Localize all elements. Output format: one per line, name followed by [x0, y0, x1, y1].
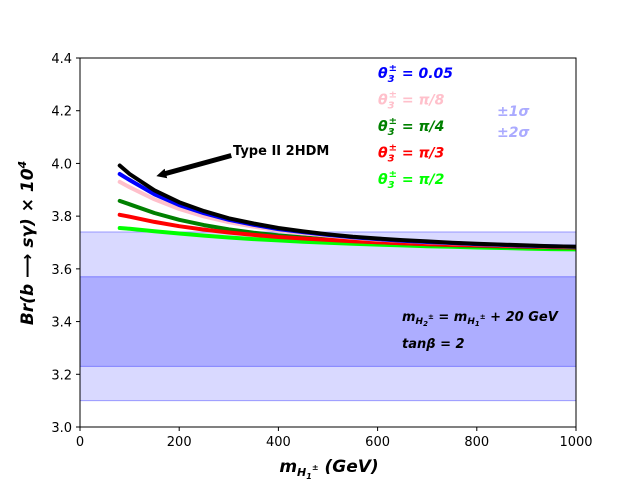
series-line-5: [117, 163, 576, 249]
y-axis-ticks: 3.0 3.2 3.4 3.6 3.8 4.0 4.2 4.4: [51, 52, 80, 436]
legend-band-0: ±1σ: [497, 104, 529, 120]
annotation-type-ii-2hdm: Type II 2HDM: [156, 144, 329, 179]
legend-entry-3: θ3± = π/3: [378, 143, 444, 165]
note-tanbeta: tanβ = 2: [402, 337, 465, 352]
legend-entry-0: θ3± = 0.05: [378, 63, 453, 85]
y-tick-label: 3.8: [51, 210, 72, 225]
y-tick-label: 3.4: [51, 316, 72, 331]
error-bands: [80, 231, 576, 402]
legend-entry-1: θ3± = π/8: [378, 90, 445, 112]
y-tick-label: 4.0: [51, 157, 72, 172]
x-tick-label: 0: [76, 435, 84, 450]
y-axis-title: Br(b ⟶ sγ) × 104: [16, 161, 38, 325]
x-tick-label: 800: [464, 435, 489, 450]
x-axis-title: mH1± (GeV): [279, 457, 378, 480]
x-tick-label: 400: [266, 435, 291, 450]
x-tick-label: 1000: [559, 435, 592, 450]
legend-entry-4: θ3± = π/2: [378, 169, 444, 191]
band-1sigma: [80, 276, 576, 367]
y-tick-label: 3.6: [51, 263, 72, 278]
plot-frame: [79, 57, 577, 428]
annotation-text: Type II 2HDM: [233, 144, 329, 159]
y-tick-label: 3.2: [51, 368, 72, 383]
y-tick-label: 4.2: [51, 105, 72, 120]
legend-entry-2: θ3± = π/4: [378, 116, 444, 138]
x-tick-label: 200: [167, 435, 192, 450]
y-tick-label: 4.4: [51, 52, 72, 67]
x-tick-label: 600: [365, 435, 390, 450]
legend: θ3± = 0.05 θ3± = π/8 θ3± = π/4 θ3± = π/3 θ3±…: [378, 63, 529, 191]
y-tick-label: 3.0: [51, 421, 72, 436]
band-2sigma: [80, 231, 576, 402]
series-lines: [117, 163, 576, 252]
note-mass-relation: mH2± = mH1± + 20 GeV: [402, 310, 559, 328]
x-axis-ticks: 0 200 400 600 800 1000: [76, 427, 593, 450]
legend-band-1: ±2σ: [497, 125, 529, 141]
annotation-arrow: [156, 153, 232, 179]
